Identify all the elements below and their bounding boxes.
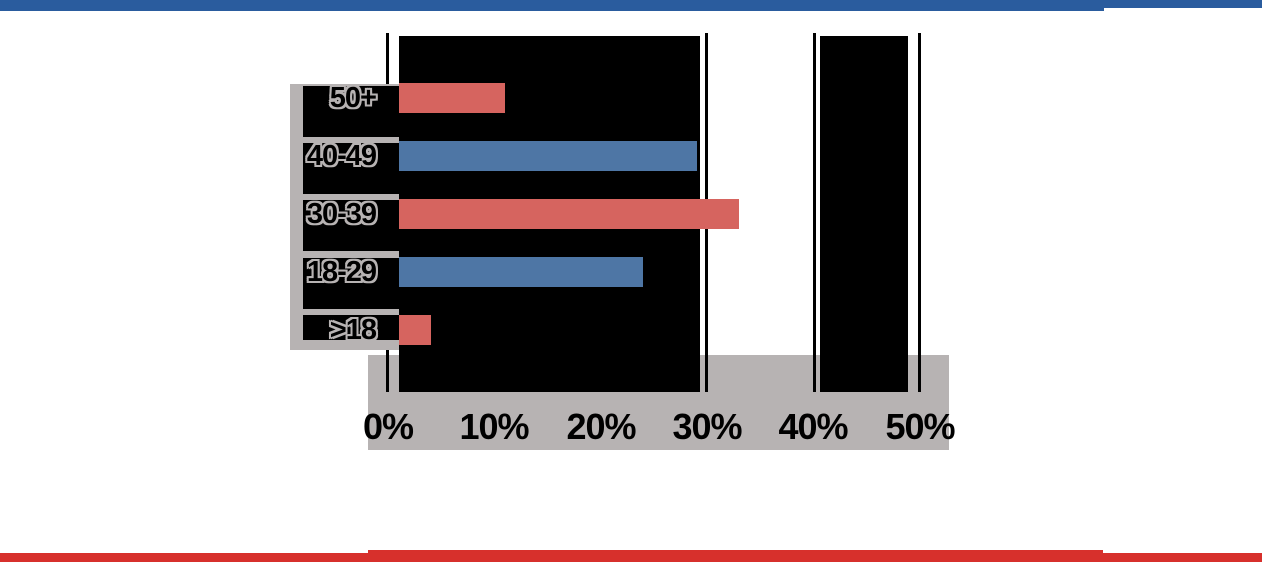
header-rule-thick — [0, 0, 1104, 11]
x-tick-label: 50% — [885, 406, 955, 447]
category-label-box — [303, 315, 399, 340]
x-tick-label: 40% — [778, 406, 848, 447]
footer-rule-thick — [368, 550, 1103, 562]
x-tick-label: 0% — [362, 406, 414, 447]
bar->18 — [399, 315, 431, 345]
gridline-40pct — [813, 33, 816, 392]
category-label: 40-49 — [306, 140, 377, 172]
bar-30-39 — [399, 199, 739, 229]
category-label: 18-29 — [306, 256, 377, 288]
x-tick-label: 10% — [459, 406, 529, 447]
category-label: 50+ — [329, 82, 377, 114]
x-tick-label: 20% — [566, 406, 636, 447]
header-rule-thin — [1104, 0, 1262, 8]
bar-18-29 — [399, 257, 643, 287]
x-tick-label: 30% — [672, 406, 742, 447]
category-label-box — [303, 200, 399, 251]
category-label: 30-39 — [306, 198, 377, 230]
bar-50+ — [399, 83, 505, 113]
bar-40-49 — [399, 141, 697, 171]
category-label-box — [303, 86, 399, 137]
category-label-box — [303, 258, 399, 309]
category-label-panel — [290, 84, 399, 350]
category-label-box — [303, 143, 399, 194]
plot-area-black-block-right — [820, 36, 908, 392]
category-label: >18 — [329, 314, 377, 346]
gridline-50pct — [918, 33, 921, 392]
